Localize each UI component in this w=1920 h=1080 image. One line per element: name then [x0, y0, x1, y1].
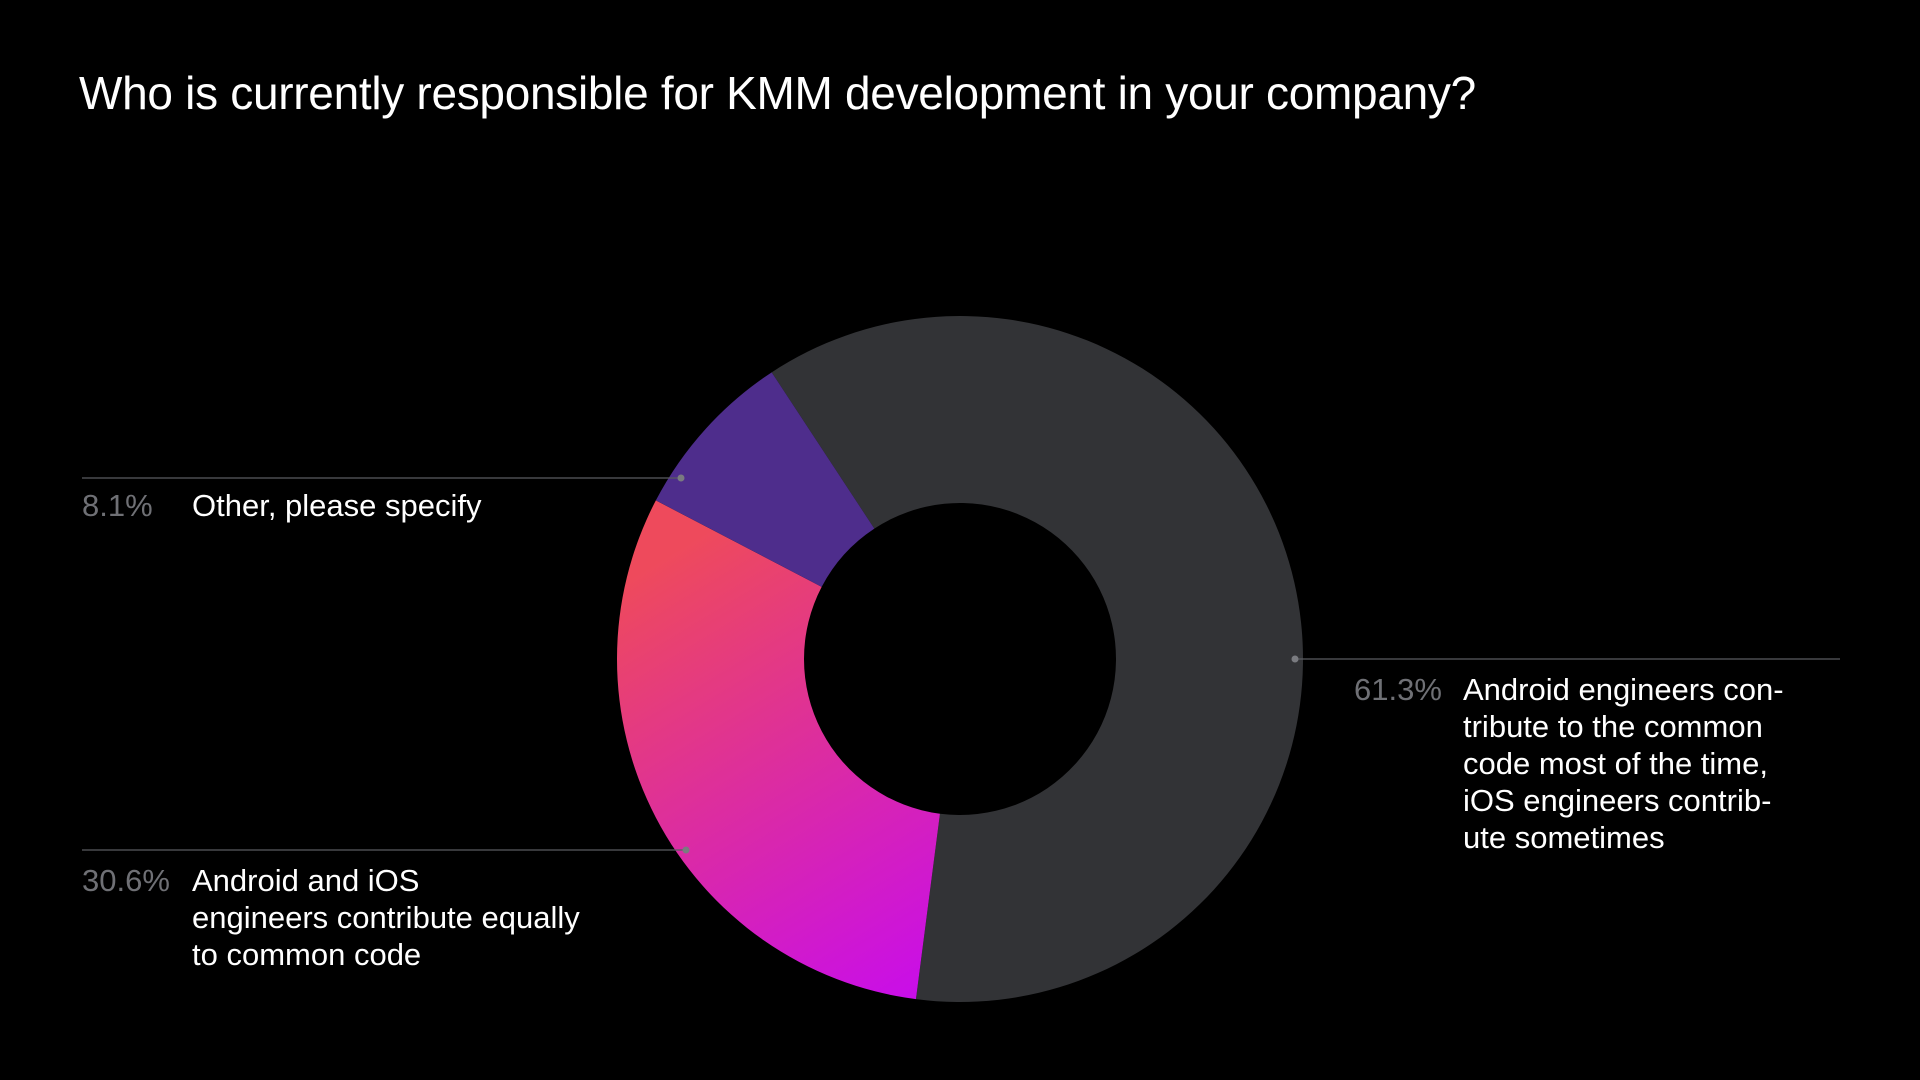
- slice-text-line: Other, please specify: [192, 488, 482, 523]
- chart-title: Who is currently responsible for KMM dev…: [79, 67, 1476, 119]
- slice-value-android-mostly: 61.3%: [1354, 672, 1442, 707]
- slice-value-other: 8.1%: [82, 488, 153, 523]
- slice-text-line: code most of the time,: [1463, 746, 1768, 781]
- donut-slices: [616, 315, 1304, 1002]
- slice-text-line: to common code: [192, 937, 422, 972]
- slice-value-equal-contribution: 30.6%: [82, 863, 170, 898]
- slice-text-android-mostly: Android engineers con- tribute to the co…: [1463, 671, 1784, 856]
- slice-text-line: Android and iOS: [192, 863, 420, 898]
- slice-text-line: iOS engineers contrib-: [1463, 783, 1772, 818]
- leader-other-dot: [677, 474, 685, 482]
- slice-text-other: Other, please specify: [192, 487, 482, 524]
- leader-android-mostly-dot: [1291, 655, 1299, 663]
- slice-other: [655, 372, 875, 587]
- slice-text-line: engineers contribute equally: [192, 900, 580, 935]
- leader-equal-contribution-dot: [682, 846, 690, 854]
- leader-lines: [82, 474, 1840, 854]
- slice-android-mostly: [771, 315, 1304, 1002]
- slice-text-line: tribute to the common: [1463, 709, 1763, 744]
- slice-text-line: Android engineers con-: [1463, 672, 1784, 707]
- slice-equal-contribution: [616, 500, 940, 1000]
- slice-text-line: ute sometimes: [1463, 820, 1665, 855]
- slice-text-equal-contribution: Android and iOS engineers contribute equ…: [192, 862, 580, 973]
